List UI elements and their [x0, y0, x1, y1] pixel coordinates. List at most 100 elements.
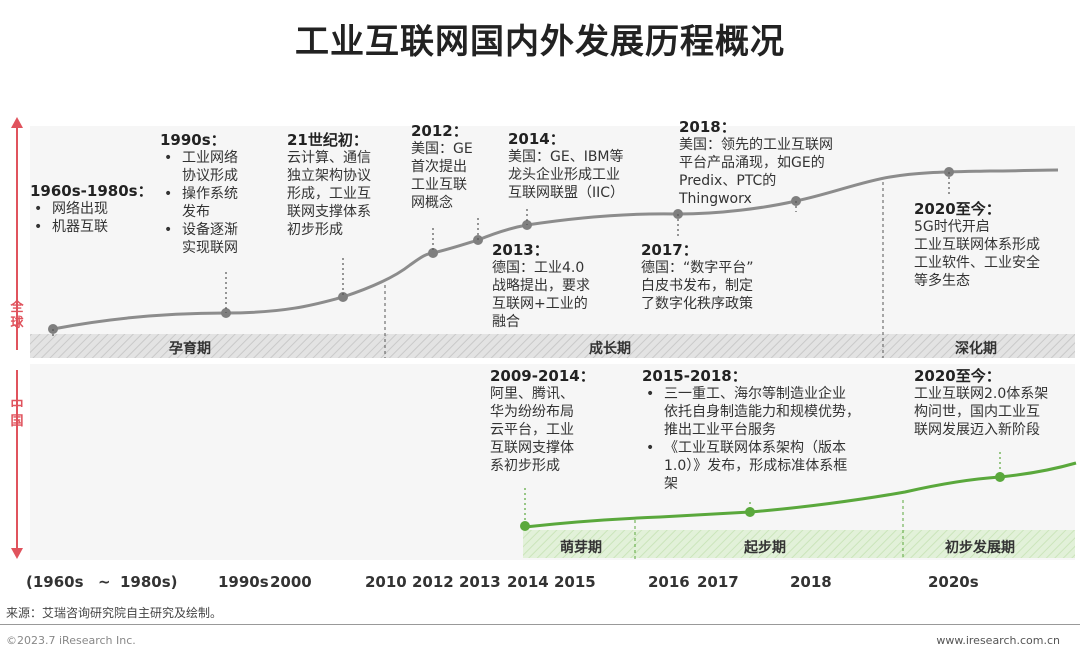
milestone-line: 网概念 — [411, 195, 453, 211]
milestone-line: 美国：领先的工业互联网 — [679, 137, 833, 153]
milestone-line: 联网发展迈入新阶段 — [914, 422, 1040, 438]
milestone-line: 初步形成 — [287, 222, 343, 238]
website-link[interactable]: www.iresearch.com.cn — [936, 634, 1060, 647]
china-phase-band — [523, 530, 1075, 558]
phase-incubation: 孕育期 — [169, 341, 211, 357]
china-point-2014 — [520, 521, 530, 531]
milestone-line: 云计算、通信 — [287, 150, 371, 166]
milestone-2014: 2014： 美国：GE、IBM等 龙头企业形成工业 互联网联盟（IIC） — [508, 130, 624, 202]
milestone-line: 了数字化秩序政策 — [641, 296, 753, 312]
china-point-2020s — [995, 472, 1005, 482]
global-point-2000 — [338, 292, 348, 302]
milestone-heading: 2017： — [641, 241, 698, 259]
milestone-2013: 2013： 德国：工业4.0 战略提出，要求 互联网+工业的 融合 — [492, 241, 590, 331]
phase-growth: 成长期 — [589, 341, 631, 357]
china-leader-lines — [524, 452, 1001, 526]
axis-tick: 2012 — [412, 573, 454, 591]
milestone-line: Predix、PTC的 — [679, 173, 777, 189]
milestone-line: 云平台，工业 — [490, 422, 574, 438]
milestone-line: 美国：GE、IBM等 — [508, 149, 624, 165]
phase-deepening: 深化期 — [955, 341, 997, 357]
china-milestone-2020-now: 2020至今： 工业互联网2.0体系架 构问世，国内工业互 联网发展迈入新阶段 — [914, 367, 1048, 439]
milestone-2012: 2012： 美国：GE 首次提出 工业互联 网概念 — [411, 122, 473, 212]
milestone-item: 网络出现 — [30, 200, 153, 218]
milestone-item: 操作系统 — [160, 185, 238, 203]
global-phase-band — [30, 334, 1075, 358]
milestone-line: 工业互联网2.0体系架 — [914, 386, 1049, 402]
milestone-heading: 2020至今： — [914, 367, 1001, 385]
milestone-item: 三一重工、海尔等制造业企业 — [642, 385, 860, 403]
axis-tick: ~ — [98, 573, 111, 591]
phase-budding: 萌芽期 — [560, 540, 602, 556]
axis-tick: 2017 — [697, 573, 739, 591]
global-development-curve — [52, 168, 1059, 331]
milestone-item-cont: 1.0）》发布，形成标准体系框 — [664, 458, 848, 474]
china-point-2017 — [745, 507, 755, 517]
milestone-line: 联网支撑体系 — [287, 204, 371, 220]
milestone-heading: 1990s： — [160, 131, 226, 149]
milestone-1960s-1980s: 1960s-1980s： 网络出现 机器互联 — [30, 182, 153, 236]
milestone-line: 工业软件、工业安全 — [914, 255, 1040, 271]
milestone-item: 《工业互联网体系架构（版本 — [642, 439, 860, 457]
milestone-2020-now: 2020至今： 5G时代开启 工业互联网体系形成 工业软件、工业安全 等多生态 — [914, 200, 1040, 290]
phase-initial-development: 初步发展期 — [945, 540, 1015, 556]
axis-tick: 2010 — [365, 573, 407, 591]
milestone-heading: 2012： — [411, 122, 468, 140]
milestone-item: 设备逐渐 — [160, 221, 238, 239]
milestone-line: 等多生态 — [914, 273, 970, 289]
milestone-line: 美国：GE — [411, 141, 473, 157]
milestone-line: 华为纷纷布局 — [490, 404, 574, 420]
milestone-line: 工业互联 — [411, 177, 467, 193]
milestone-2017: 2017： 德国：“数字平台” 白皮书发布，制定 了数字化秩序政策 — [641, 241, 754, 313]
milestone-line: 融合 — [492, 314, 520, 330]
axis-tick: 2020s — [928, 573, 979, 591]
milestone-item: 机器互联 — [30, 218, 153, 236]
global-axis-arrow — [11, 117, 23, 350]
axis-tick: 2000 — [270, 573, 312, 591]
milestone-heading: 21世纪初： — [287, 131, 368, 149]
milestone-line: 平台产品涌现，如GE的 — [679, 155, 825, 171]
milestone-heading: 2018： — [679, 118, 736, 136]
milestone-line: 工业互联网体系形成 — [914, 237, 1040, 253]
footer-divider — [0, 624, 1080, 625]
global-side-label: 全球 — [10, 300, 24, 331]
milestone-heading: 2013： — [492, 241, 549, 259]
china-milestone-points — [520, 472, 1005, 531]
milestone-2018: 2018： 美国：领先的工业互联网 平台产品涌现，如GE的 Predix、PTC… — [679, 118, 833, 208]
milestone-line: 首次提出 — [411, 159, 467, 175]
copyright-text: ©2023.7 iResearch Inc. — [6, 634, 136, 647]
milestone-item-cont: 发布 — [182, 204, 210, 220]
milestone-item-cont: 架 — [664, 476, 678, 492]
milestone-item-cont: 协议形成 — [182, 168, 238, 184]
milestone-line: 互联网+工业的 — [492, 296, 588, 312]
page-title: 工业互联网国内外发展历程概况 — [295, 22, 785, 62]
milestone-item-cont: 实现联网 — [182, 240, 238, 256]
china-milestone-2015-2018: 2015-2018： 三一重工、海尔等制造业企业 依托自身制造能力和规模优势， … — [642, 367, 860, 493]
milestone-heading: 2009-2014： — [490, 367, 595, 385]
milestone-line: 白皮书发布，制定 — [641, 278, 753, 294]
global-point-2012 — [428, 248, 438, 258]
source-note: 来源：艾瑞咨询研究院自主研究及绘制。 — [6, 606, 223, 620]
milestone-line: 独立架构协议 — [287, 168, 371, 184]
milestone-line: 德国：“数字平台” — [641, 260, 754, 276]
milestone-line: 互联网支撑体 — [490, 440, 574, 456]
axis-tick: 2014 — [507, 573, 549, 591]
milestone-line: 形成，工业互 — [287, 186, 371, 202]
milestone-line: 龙头企业形成工业 — [508, 167, 620, 183]
milestone-line: 系初步形成 — [490, 458, 560, 474]
axis-tick: 1980s) — [120, 573, 178, 591]
milestone-line: 5G时代开启 — [914, 219, 990, 235]
axis-tick: 2013 — [459, 573, 501, 591]
china-side-label: 中国 — [10, 398, 24, 429]
milestone-line: 阿里、腾讯、 — [490, 386, 574, 402]
milestone-item-cont: 推出工业平台服务 — [664, 422, 776, 438]
china-axis-arrow — [11, 370, 23, 559]
milestone-line: 战略提出，要求 — [492, 278, 590, 294]
axis-tick: 2016 — [648, 573, 690, 591]
milestone-heading: 2014： — [508, 130, 565, 148]
global-phase-dividers — [384, 182, 884, 358]
milestone-line: 构问世，国内工业互 — [914, 404, 1040, 420]
phase-starting: 起步期 — [744, 540, 786, 556]
axis-tick: 2018 — [790, 573, 832, 591]
milestone-line: 互联网联盟（IIC） — [508, 185, 625, 201]
